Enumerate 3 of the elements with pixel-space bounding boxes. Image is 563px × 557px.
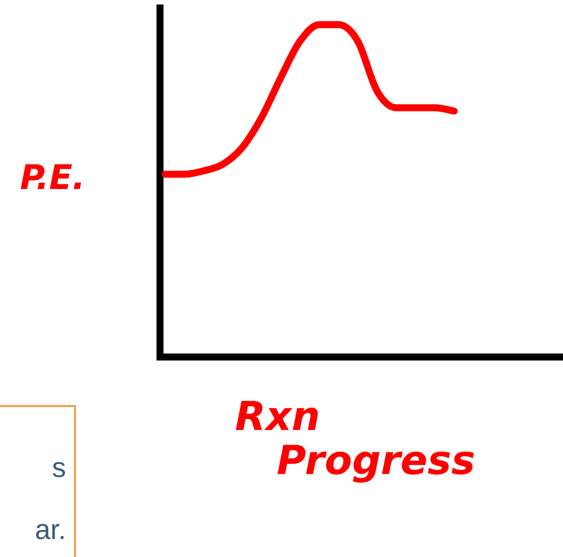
text: s ar. <box>0 405 76 557</box>
y-axis-title: P.E. <box>20 158 86 198</box>
x-axis-title: Rxn Progress <box>235 394 476 484</box>
